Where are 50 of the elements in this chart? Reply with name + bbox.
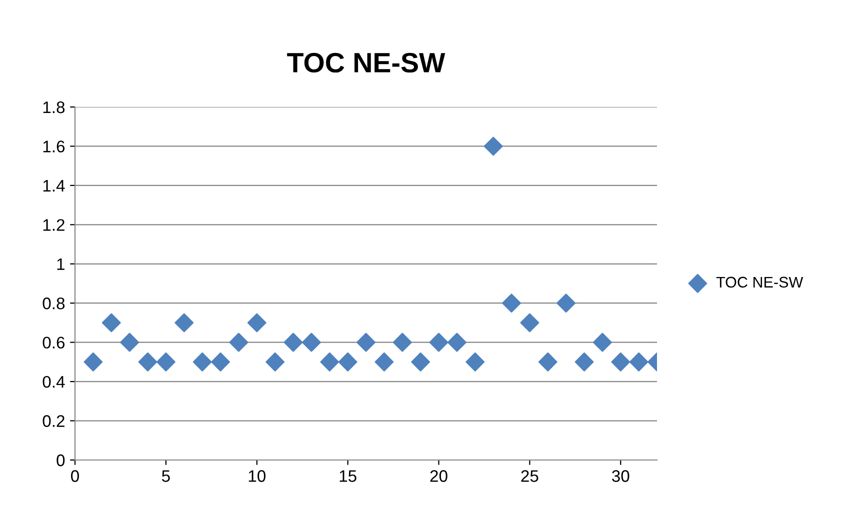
point xyxy=(374,352,394,372)
x-tick-label: 25 xyxy=(521,470,538,482)
y-tick-label: 1.8 xyxy=(43,101,65,114)
y-tick-label: 1 xyxy=(57,258,64,270)
point xyxy=(611,352,630,372)
point xyxy=(411,352,430,372)
y-tick-label: 0.6 xyxy=(42,336,65,349)
point xyxy=(629,352,648,372)
point xyxy=(392,332,412,352)
point xyxy=(502,294,521,313)
point xyxy=(429,332,448,352)
point xyxy=(338,352,358,372)
x-tick-label: 10 xyxy=(248,470,266,482)
point xyxy=(447,332,466,352)
point xyxy=(484,136,503,156)
point xyxy=(284,332,303,352)
y-tick-label: 0 xyxy=(56,454,65,466)
point xyxy=(556,294,576,313)
point xyxy=(229,332,248,352)
y-tick-label: 1.4 xyxy=(43,180,65,192)
point xyxy=(174,313,194,332)
y-tick-label: 1.6 xyxy=(43,140,65,152)
point xyxy=(156,352,176,372)
y-tick-label: 0.4 xyxy=(42,376,65,388)
point xyxy=(192,352,212,372)
point xyxy=(574,352,594,372)
point xyxy=(120,332,140,352)
x-tick-label: 15 xyxy=(340,470,356,482)
x-tick-label: 5 xyxy=(162,470,170,482)
point xyxy=(356,332,376,352)
point xyxy=(520,313,540,332)
point xyxy=(211,352,230,372)
y-tick-label: 0.8 xyxy=(42,298,65,310)
y-tick-label: 0.2 xyxy=(42,415,64,427)
point xyxy=(266,352,285,372)
point xyxy=(466,352,485,372)
point xyxy=(102,313,121,332)
point xyxy=(538,352,558,372)
y-tick-label: 1.2 xyxy=(43,219,64,231)
x-tick-label: 0 xyxy=(71,470,79,482)
legend-label: TOC NE-SW xyxy=(716,276,804,288)
x-tick-label: 20 xyxy=(430,470,448,482)
chart-title: TOC NE-SW xyxy=(287,52,446,73)
point xyxy=(247,313,266,332)
point xyxy=(138,352,158,372)
point xyxy=(320,352,340,372)
point xyxy=(592,332,612,352)
point xyxy=(302,332,321,352)
x-tick-label: 30 xyxy=(612,470,630,482)
point xyxy=(84,352,103,372)
